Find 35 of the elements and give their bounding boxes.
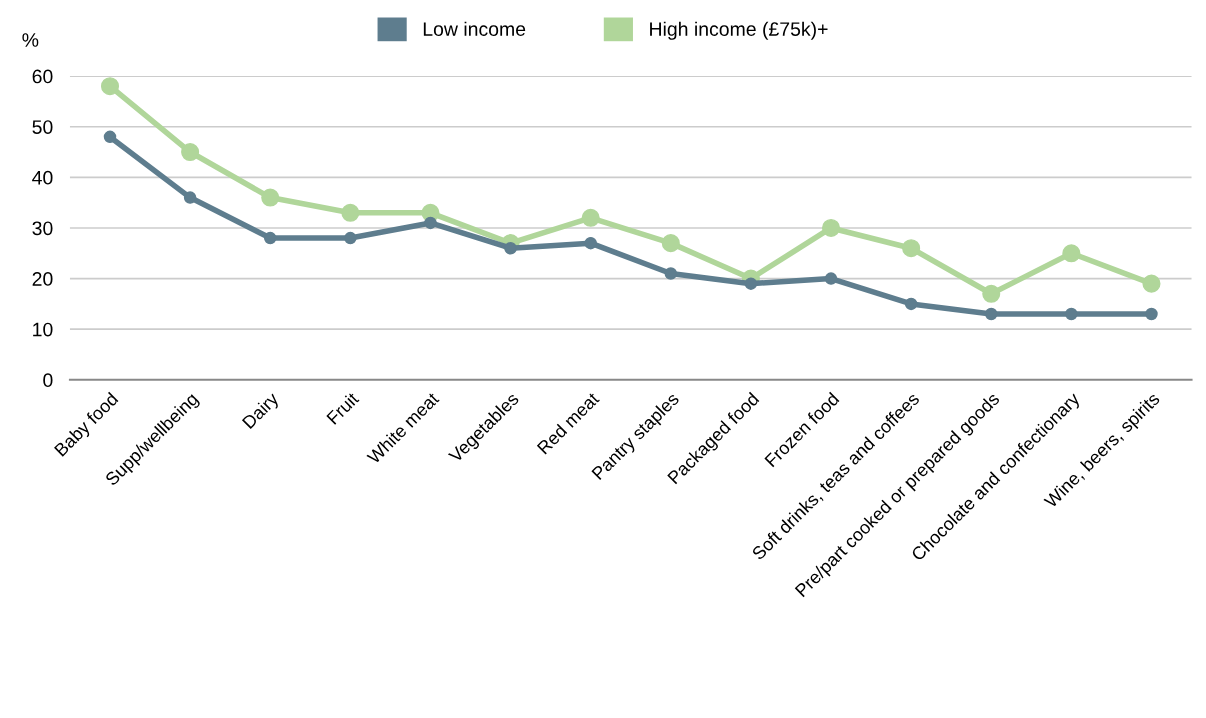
y-tick-label: 20 <box>32 272 53 286</box>
y-tick-label: 30 <box>32 221 53 236</box>
y-tick-label: 60 <box>32 69 53 84</box>
point <box>661 234 680 253</box>
point <box>984 307 998 321</box>
point <box>344 231 357 245</box>
y-tick-label: 10 <box>33 322 53 337</box>
point <box>902 239 921 258</box>
y-tick-label: 50 <box>32 120 53 134</box>
point <box>1145 307 1158 321</box>
legend-label: High income (£75k)+ <box>650 21 828 40</box>
point <box>584 236 597 250</box>
point <box>100 77 120 96</box>
point <box>504 241 517 255</box>
point <box>824 272 838 285</box>
point <box>263 231 277 245</box>
point <box>744 277 758 290</box>
y-tick-label: 40 <box>32 170 53 185</box>
point <box>1062 244 1081 263</box>
legend-label: Low income <box>423 21 526 36</box>
point <box>424 216 437 230</box>
point <box>341 203 360 222</box>
y-tick-label: 0 <box>43 373 53 388</box>
y-axis-title: % <box>22 33 39 47</box>
point <box>982 284 1001 303</box>
point <box>664 267 678 280</box>
point <box>181 143 200 162</box>
point <box>261 188 280 207</box>
point <box>183 191 197 204</box>
point <box>581 208 600 227</box>
point <box>904 297 918 311</box>
point <box>103 130 117 144</box>
point <box>1065 307 1078 321</box>
point <box>1142 274 1161 293</box>
point <box>821 218 841 237</box>
